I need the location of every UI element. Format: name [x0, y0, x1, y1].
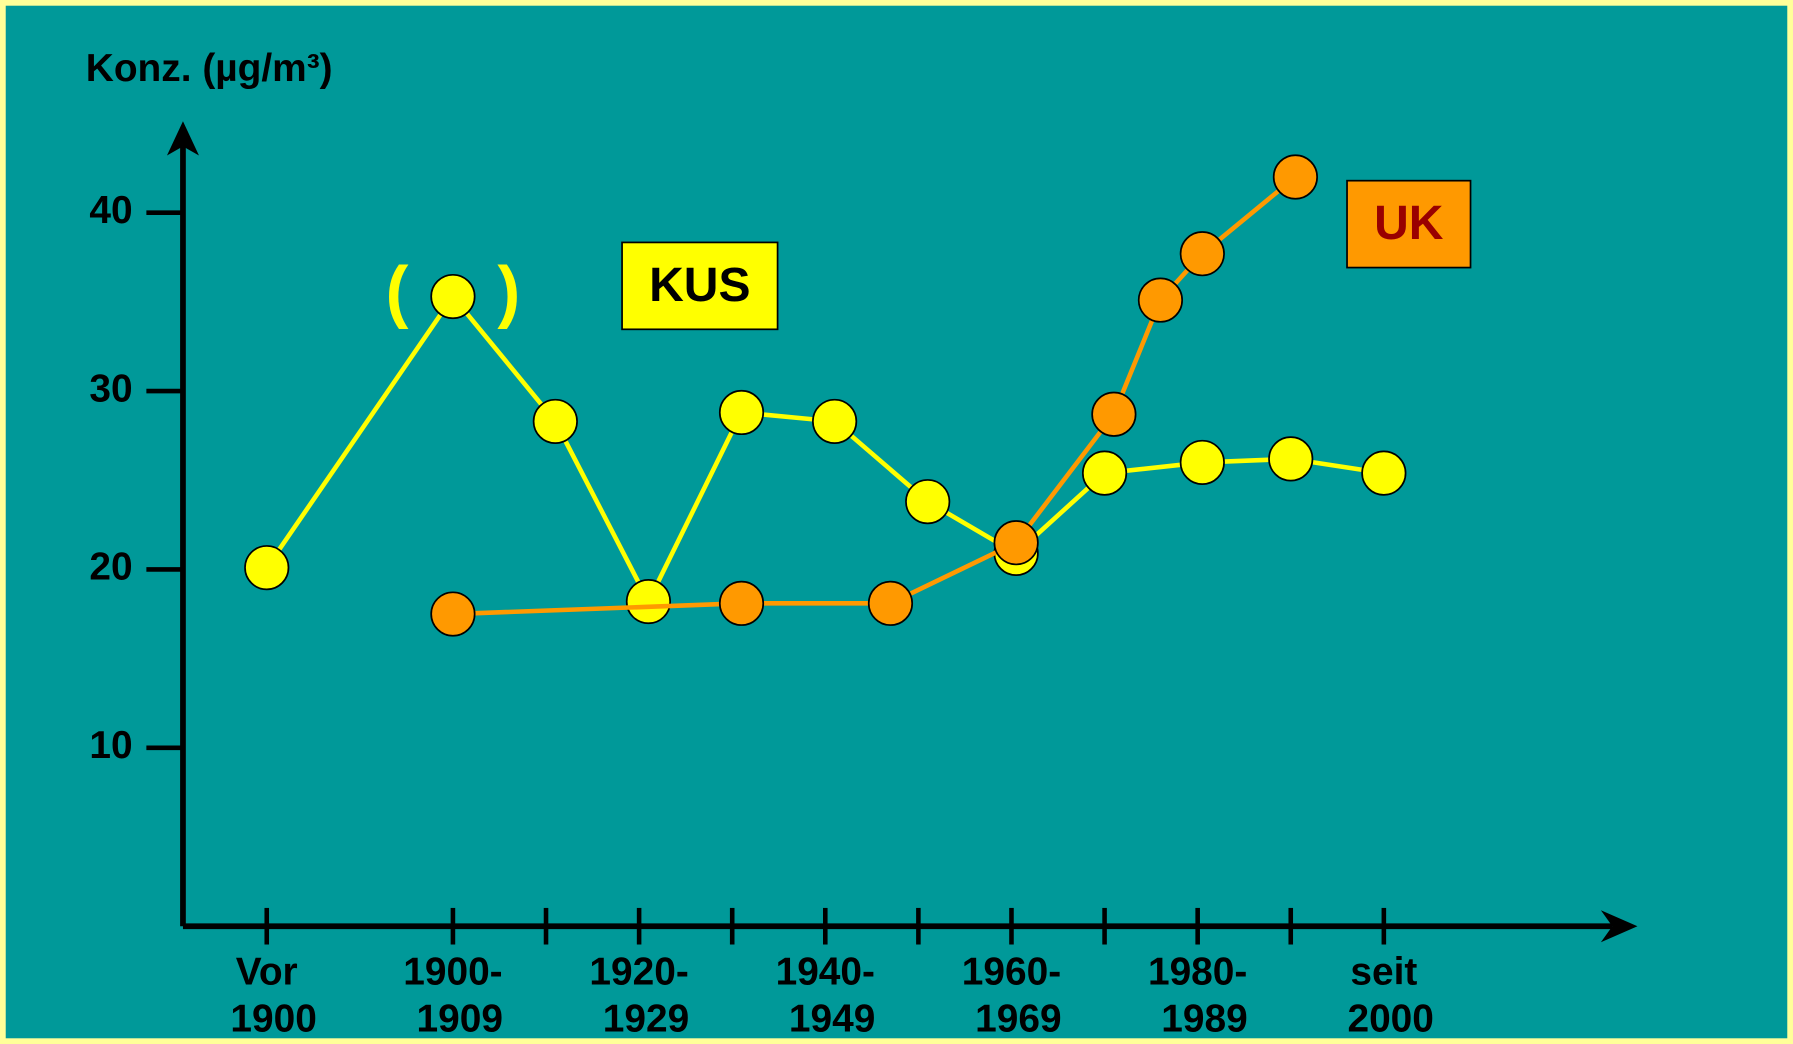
data-point [1272, 154, 1318, 200]
x-tick-label: 1969 [975, 997, 1061, 1040]
legend-label: KUS [649, 259, 750, 312]
data-point [532, 398, 578, 444]
data-point [1268, 436, 1314, 482]
x-tick-label: seit [1350, 951, 1417, 994]
data-point [1361, 450, 1407, 496]
y-axis-label: Konz. (µg/m³) [86, 47, 333, 90]
annotation: ( [386, 253, 409, 330]
x-tick-label: 1989 [1161, 997, 1247, 1040]
x-tick-label: 2000 [1347, 997, 1433, 1040]
plot-background [5, 5, 1788, 1039]
x-tick-label: 1929 [603, 997, 689, 1040]
x-axis-arrow [1600, 910, 1638, 943]
x-tick-label: 1940- [776, 951, 875, 994]
data-point [718, 580, 765, 626]
legend-box [1346, 179, 1472, 269]
data-point [430, 273, 476, 320]
data-point [1081, 450, 1128, 496]
x-tick-label: 1949 [789, 997, 875, 1040]
y-tick-label: 30 [89, 367, 132, 410]
y-tick-label: 10 [89, 724, 132, 767]
x-tick-label: 1920- [589, 951, 688, 994]
data-point [244, 545, 290, 591]
y-axis-arrow [166, 121, 199, 156]
data-point [1091, 391, 1137, 437]
x-tick-label: 1980- [1148, 951, 1247, 994]
data-point [1179, 231, 1225, 277]
legend-box [621, 241, 779, 331]
y-tick-label: 20 [89, 546, 132, 589]
data-point [993, 520, 1039, 566]
annotation: ) [497, 253, 520, 330]
x-tick-label: 1909 [417, 997, 503, 1040]
data-point [625, 578, 672, 625]
y-tick-label: 40 [89, 189, 132, 232]
data-point [905, 479, 951, 525]
data-point [812, 398, 858, 444]
x-tick-label: Vor [236, 951, 298, 994]
data-point [867, 580, 914, 626]
data-point [1137, 277, 1184, 323]
data-point [718, 389, 765, 436]
data-point [430, 591, 476, 637]
x-tick-label: 1900 [230, 997, 316, 1040]
legend-label: UK [1374, 197, 1444, 250]
data-point [1179, 439, 1225, 486]
x-tick-label: 1960- [962, 951, 1061, 994]
x-tick-label: 1900- [403, 951, 502, 994]
